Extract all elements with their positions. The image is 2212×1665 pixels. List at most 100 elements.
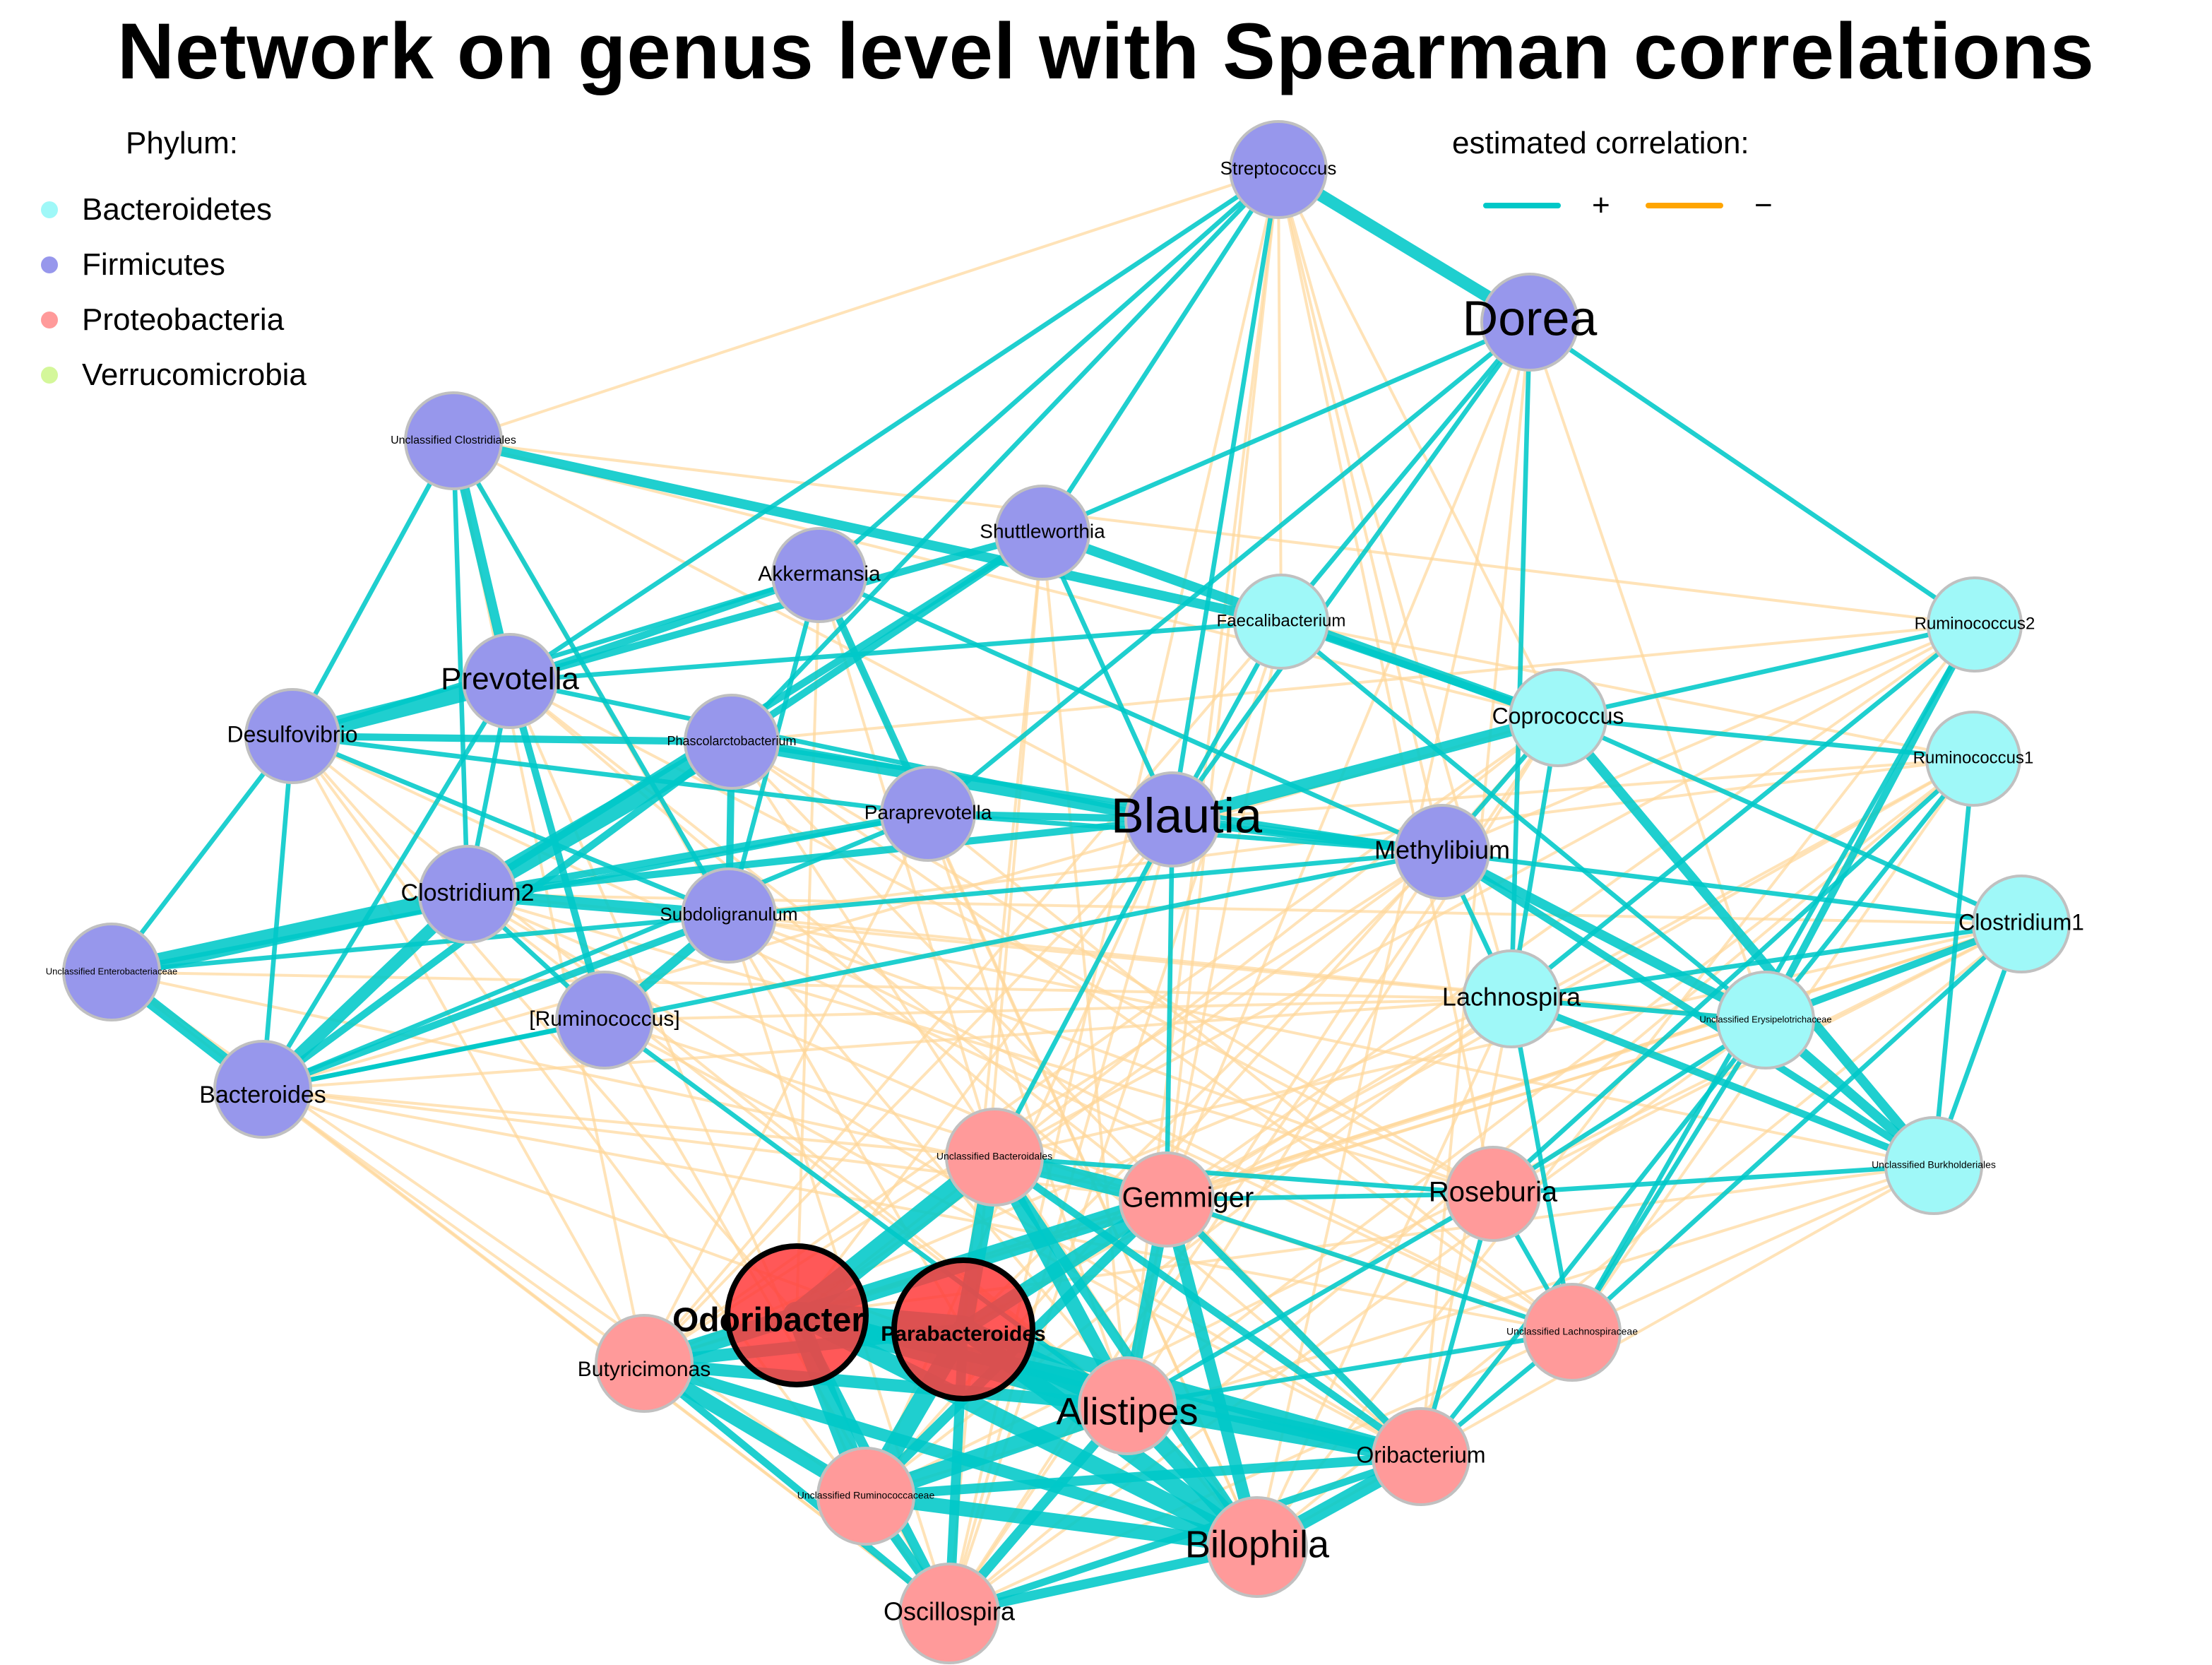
node-circle[interactable] — [1233, 574, 1329, 670]
positive-edge-Bacteroides-Methylibium — [260, 849, 1445, 1092]
node-circle[interactable] — [771, 527, 867, 623]
node-circle[interactable] — [880, 766, 976, 862]
node-UnclEnterobacteriaceae[interactable]: Unclassified Enterobacteriaceae — [46, 923, 177, 1021]
node-Clostridium1[interactable]: Clostridium1 — [1958, 875, 2084, 973]
node-Coprococcus[interactable]: Coprococcus — [1492, 668, 1624, 767]
node-Ruminococcus1[interactable]: Ruminococcus1 — [1913, 711, 2034, 807]
node-circle[interactable] — [462, 633, 558, 729]
node-Ruminococcus_b[interactable]: [Ruminococcus] — [529, 971, 680, 1069]
node-Phascolarctobacterium[interactable]: Phascolarctobacterium — [667, 694, 797, 790]
node-circle[interactable] — [1716, 971, 1815, 1069]
negative-edge-Streptococcus-Gemmiger — [1165, 168, 1280, 1201]
node-label: Unclassified Enterobacteriaceae — [46, 966, 177, 976]
node-UnclErysipelotrichaceae[interactable]: Unclassified Erysipelotrichaceae — [1699, 971, 1832, 1069]
node-label: Paraprevotella — [864, 801, 992, 823]
node-circle[interactable] — [1206, 1496, 1308, 1598]
node-label: Shuttleworthia — [980, 520, 1105, 542]
positive-edge-Coprococcus-Blautia — [1166, 711, 1564, 826]
node-circle[interactable] — [1972, 875, 2071, 973]
node-circle[interactable] — [1078, 1356, 1177, 1455]
node-Gemmiger[interactable]: Gemmiger — [1119, 1151, 1254, 1248]
node-circle[interactable] — [595, 1314, 694, 1413]
node-circle[interactable] — [945, 1108, 1044, 1207]
node-circle[interactable] — [1927, 576, 2023, 672]
positive-edge-UnclErysipelotrichaceae-UnclLachnospiraceae — [1569, 1017, 1768, 1335]
negative-edge-Dorea-Bilophila — [1256, 321, 1531, 1548]
node-label: Clostridium1 — [1958, 909, 2084, 935]
node-circle[interactable] — [404, 391, 503, 490]
node-circle[interactable] — [898, 1563, 1000, 1664]
node-circle[interactable] — [1480, 273, 1579, 372]
legend-label: Bacteroidetes — [82, 192, 273, 227]
node-circle[interactable] — [1523, 1283, 1622, 1382]
node-Dorea[interactable]: Dorea — [1463, 273, 1598, 372]
legend-label: Verrucomicrobia — [82, 357, 307, 392]
node-Butyricimonas[interactable]: Butyricimonas — [578, 1314, 710, 1413]
node-circle[interactable] — [1229, 120, 1328, 219]
node-circle[interactable] — [725, 1243, 869, 1387]
node-Shuttleworthia[interactable]: Shuttleworthia — [980, 485, 1105, 581]
node-label: Unclassified Lachnospiraceae — [1506, 1326, 1638, 1337]
node-circle[interactable] — [681, 867, 777, 964]
node-Oribacterium[interactable]: Oribacterium — [1356, 1407, 1486, 1506]
node-UnclLachnospiraceae[interactable]: Unclassified Lachnospiraceae — [1506, 1283, 1638, 1382]
node-UnclBacteroidales[interactable]: Unclassified Bacteroidales — [936, 1108, 1052, 1207]
node-circle[interactable] — [418, 845, 517, 944]
node-Subdoligranulum[interactable]: Subdoligranulum — [660, 867, 798, 964]
node-UnclRuminococcaceae[interactable]: Unclassified Ruminococcaceae — [797, 1447, 935, 1546]
node-label: Desulfovibrio — [227, 721, 358, 747]
negative-edge-Lachnospira-Bacteroides — [261, 997, 1513, 1091]
node-Lachnospira[interactable]: Lachnospira — [1442, 949, 1581, 1048]
node-label: Bilophila — [1185, 1523, 1330, 1565]
node-circle[interactable] — [1884, 1116, 1983, 1215]
node-label: Lachnospira — [1442, 983, 1581, 1012]
node-circle[interactable] — [1462, 949, 1561, 1048]
node-circle[interactable] — [555, 971, 654, 1069]
node-UnclBurkholderiales[interactable]: Unclassified Burkholderiales — [1872, 1116, 1996, 1215]
node-Bacteroides[interactable]: Bacteroides — [199, 1040, 326, 1139]
node-circle[interactable] — [62, 923, 161, 1021]
node-circle[interactable] — [1372, 1407, 1470, 1506]
negative-edge-Butyricimonas-Bacteroides — [261, 1088, 646, 1365]
node-label: Coprococcus — [1492, 703, 1624, 728]
node-Clostridium2[interactable]: Clostridium2 — [401, 845, 535, 944]
node-Desulfovibrio[interactable]: Desulfovibrio — [227, 688, 358, 784]
node-Blautia[interactable]: Blautia — [1111, 771, 1262, 867]
negative-edge-UnclClostridiales-Ruminococcus2 — [452, 439, 1976, 626]
node-circle[interactable] — [1124, 771, 1220, 867]
node-circle[interactable] — [684, 694, 780, 790]
node-Streptococcus[interactable]: Streptococcus — [1220, 120, 1337, 219]
node-Methylibium[interactable]: Methylibium — [1374, 804, 1510, 900]
node-circle[interactable] — [1925, 711, 2021, 807]
node-Roseburia[interactable]: Roseburia — [1429, 1146, 1558, 1242]
node-Akkermansia[interactable]: Akkermansia — [758, 527, 881, 623]
legend-item-bacteroidetes: Bacteroidetes — [41, 192, 272, 227]
node-Odoribacter[interactable]: Odoribacter — [672, 1243, 869, 1387]
legend-label: Proteobacteria — [82, 302, 285, 337]
node-Prevotella[interactable]: Prevotella — [441, 633, 579, 729]
node-label: Phascolarctobacterium — [667, 734, 796, 748]
negative-sign: − — [1754, 188, 1773, 223]
positive-edge-Methylibium-Subdoligranulum — [726, 849, 1445, 918]
node-Ruminococcus2[interactable]: Ruminococcus2 — [1915, 576, 2035, 672]
node-Faecalibacterium[interactable]: Faecalibacterium — [1217, 574, 1346, 670]
node-Bilophila[interactable]: Bilophila — [1185, 1496, 1330, 1598]
node-circle[interactable] — [1394, 804, 1490, 900]
node-circle[interactable] — [994, 485, 1090, 581]
node-label: Streptococcus — [1220, 158, 1337, 179]
node-Parabacteroides[interactable]: Parabacteroides — [881, 1257, 1046, 1402]
positive-edge-Dorea-Paraprevotella — [925, 319, 1533, 817]
node-circle[interactable] — [891, 1257, 1035, 1402]
node-Paraprevotella[interactable]: Paraprevotella — [864, 766, 992, 862]
node-Alistipes[interactable]: Alistipes — [1056, 1356, 1199, 1455]
positive-edge-Desulfovibrio-Paraprevotella — [290, 733, 931, 817]
positive-edge-Blautia-Gemmiger — [1164, 817, 1175, 1202]
node-circle[interactable] — [213, 1040, 312, 1139]
node-Oscillospira[interactable]: Oscillospira — [884, 1563, 1016, 1664]
node-circle[interactable] — [816, 1447, 915, 1546]
node-circle[interactable] — [1509, 668, 1607, 767]
node-circle[interactable] — [1445, 1146, 1541, 1242]
node-UnclClostridiales[interactable]: Unclassified Clostridiales — [391, 391, 516, 490]
node-circle[interactable] — [1119, 1151, 1215, 1248]
node-circle[interactable] — [244, 688, 340, 784]
